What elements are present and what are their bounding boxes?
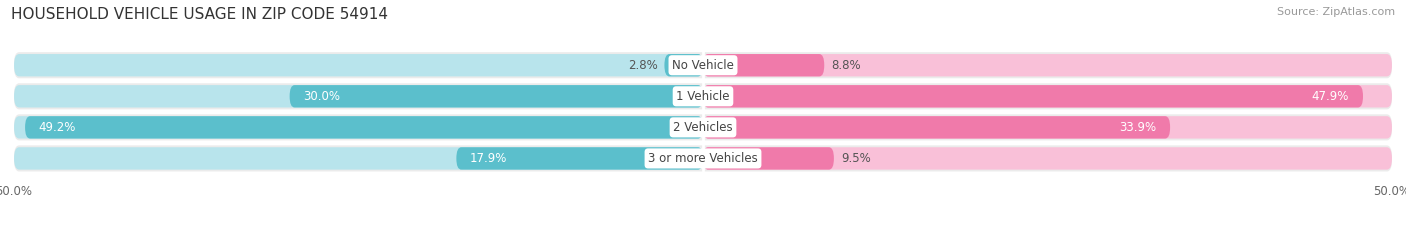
Text: 33.9%: 33.9%	[1119, 121, 1156, 134]
FancyBboxPatch shape	[703, 85, 1392, 107]
FancyBboxPatch shape	[703, 147, 1392, 170]
Text: 2.8%: 2.8%	[628, 59, 658, 72]
Text: 47.9%: 47.9%	[1312, 90, 1350, 103]
FancyBboxPatch shape	[290, 85, 703, 107]
FancyBboxPatch shape	[457, 147, 703, 170]
FancyBboxPatch shape	[14, 145, 1392, 171]
Text: 9.5%: 9.5%	[841, 152, 870, 165]
Text: HOUSEHOLD VEHICLE USAGE IN ZIP CODE 54914: HOUSEHOLD VEHICLE USAGE IN ZIP CODE 5491…	[11, 7, 388, 22]
Text: No Vehicle: No Vehicle	[672, 59, 734, 72]
FancyBboxPatch shape	[14, 54, 703, 76]
FancyBboxPatch shape	[14, 147, 703, 170]
Text: 8.8%: 8.8%	[831, 59, 860, 72]
Text: 17.9%: 17.9%	[470, 152, 508, 165]
FancyBboxPatch shape	[703, 54, 1392, 76]
FancyBboxPatch shape	[703, 147, 834, 170]
FancyBboxPatch shape	[14, 116, 703, 139]
FancyBboxPatch shape	[703, 85, 1362, 107]
FancyBboxPatch shape	[665, 54, 703, 76]
Text: Source: ZipAtlas.com: Source: ZipAtlas.com	[1277, 7, 1395, 17]
Text: 2 Vehicles: 2 Vehicles	[673, 121, 733, 134]
FancyBboxPatch shape	[14, 85, 703, 107]
FancyBboxPatch shape	[703, 54, 824, 76]
FancyBboxPatch shape	[14, 83, 1392, 109]
FancyBboxPatch shape	[14, 114, 1392, 140]
Text: 30.0%: 30.0%	[304, 90, 340, 103]
Text: 1 Vehicle: 1 Vehicle	[676, 90, 730, 103]
FancyBboxPatch shape	[25, 116, 703, 139]
FancyBboxPatch shape	[703, 116, 1170, 139]
Text: 3 or more Vehicles: 3 or more Vehicles	[648, 152, 758, 165]
Text: 49.2%: 49.2%	[39, 121, 76, 134]
FancyBboxPatch shape	[14, 52, 1392, 78]
FancyBboxPatch shape	[703, 116, 1392, 139]
